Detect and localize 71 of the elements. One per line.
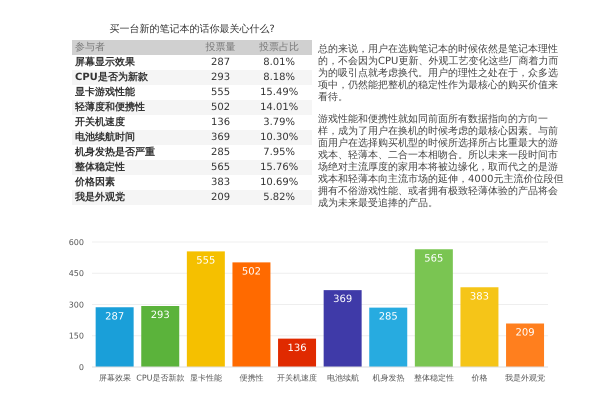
bar — [232, 262, 270, 367]
data-label: 502 — [242, 266, 261, 278]
text: 游戏性能和便携性就如同前面所有数据指向的方向一样，成为了用户在换机的时候考虑的最核心因素。与前面用户在选择购买机型的时候所选择所占比重最大的游戏本、轻薄本、二合一本相吻合。所以未来一段时间市场绝对主流厚度的家用本将被边缘化，取而代之的是游戏本和轻薄本向主流市场的延伸，4000元主流价位段但拥有不俗游戏性能、或者拥有极致轻薄体验的产品将会成为未来最受追捧的产品。 — [318, 114, 564, 210]
y-tick-label: 300 — [68, 300, 84, 310]
text: 15.76% — [259, 161, 300, 175]
text: 电池续航时间 — [74, 130, 136, 145]
text: 555 — [210, 86, 232, 100]
x-tick-label: 整体稳定性 — [414, 374, 454, 383]
bar — [141, 306, 180, 367]
bar — [369, 308, 408, 367]
y-tick-label: 600 — [68, 238, 84, 247]
bar — [278, 338, 316, 367]
text: 屏幕显示效果 — [74, 56, 136, 70]
text: 投票占比 — [258, 40, 300, 55]
text: 383 — [210, 176, 232, 190]
data-label: 285 — [378, 312, 398, 323]
text: 机身发热是否严重 — [74, 146, 156, 160]
x-tick-label: 机身发热 — [372, 374, 404, 383]
bar — [186, 251, 225, 367]
text: 我是外观党 — [74, 190, 126, 205]
bar — [506, 323, 544, 367]
x-tick-label: 便携性 — [240, 374, 264, 383]
data-label: 136 — [288, 342, 307, 354]
text: 7.95% — [262, 146, 296, 160]
text: 287 — [210, 56, 232, 70]
y-tick-label: 150 — [68, 332, 84, 341]
y-tick-label: 450 — [68, 269, 84, 278]
text: 15.49% — [259, 86, 300, 100]
text: 565 — [210, 161, 232, 175]
data-label: 555 — [196, 255, 216, 266]
text: 14.01% — [259, 101, 300, 115]
bar — [96, 307, 134, 367]
data-label: 565 — [424, 253, 444, 264]
text: 285 — [210, 146, 232, 160]
x-tick-label: 屏幕效果 — [98, 374, 131, 383]
text: 投票量 — [204, 40, 237, 55]
x-tick-label: 我是外观党 — [505, 374, 546, 383]
text: 参与者 — [74, 40, 106, 55]
data-label: 293 — [150, 310, 170, 322]
text: 显卡游戏性能 — [74, 86, 136, 100]
text: 开关机速度 — [74, 115, 126, 130]
text: 8.01% — [262, 56, 296, 70]
text: 轻薄度和便携性 — [74, 100, 146, 115]
bar — [324, 290, 362, 367]
data-label: 369 — [333, 294, 352, 306]
data-label: 287 — [105, 311, 124, 322]
data-label: 383 — [470, 291, 489, 302]
text: 8.18% — [262, 71, 296, 85]
x-tick-label: 价格 — [470, 374, 488, 383]
text: 总的来说，用户在选购笔记本的时候依然是笔记本理性的，不会因为CPU更新、外观工艺变化这些厂商着力而为的吸引点就考虑换代。用户的理性之处在于，众多选项中，仍然能把整机的稳定性作为最核心的购买价值来看待。 — [318, 44, 560, 104]
text: 209 — [210, 191, 232, 205]
text: 价格因素 — [74, 176, 116, 190]
text: 293 — [210, 71, 232, 85]
data-label: 209 — [516, 328, 535, 339]
x-tick-label: 开关机速度 — [277, 374, 318, 383]
x-tick-label: 电池续航 — [326, 374, 359, 383]
text: 136 — [210, 116, 232, 130]
chart-title: 买一台新的笔记本的话你最关心什么? — [108, 22, 276, 36]
text: 369 — [210, 131, 232, 145]
text: 10.69% — [259, 176, 300, 190]
text: 5.82% — [262, 191, 296, 205]
text: 502 — [210, 101, 232, 115]
x-tick-label: CPU是否新款 — [136, 374, 185, 383]
bar — [460, 287, 498, 367]
y-tick-label: 0 — [78, 362, 84, 372]
text: CPU是否为新款 — [74, 70, 149, 85]
x-tick-label: 显卡性能 — [190, 374, 222, 383]
bar — [414, 249, 453, 367]
text: 10.30% — [259, 131, 300, 145]
text: 整体稳定性 — [74, 160, 126, 175]
text: 3.79% — [262, 116, 296, 130]
